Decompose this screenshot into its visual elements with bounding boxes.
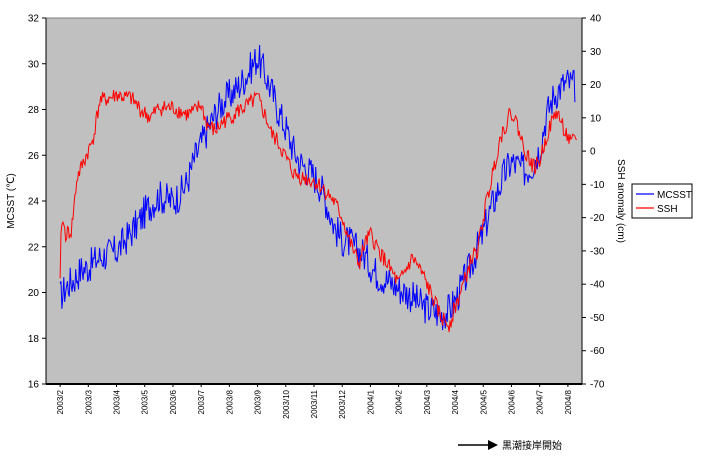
x-tick-label: 2003/12 — [338, 389, 347, 418]
left-tick-label: 16 — [28, 380, 40, 391]
left-tick-label: 22 — [28, 242, 40, 253]
x-tick-label: 2003/2 — [56, 389, 65, 414]
ssh-series — [59, 89, 577, 333]
right-tick-label: -50 — [590, 313, 605, 324]
x-tick-label: 2004/7 — [536, 389, 545, 414]
x-tick-label: 2004/2 — [395, 389, 404, 414]
left-tick-label: 18 — [28, 334, 40, 345]
left-tick-label: 28 — [28, 105, 40, 116]
x-tick-label: 2003/7 — [197, 389, 206, 414]
right-axis-ticks: -70 -60 -50 -40 -30 -20 -10 0 10 20 30 40 — [582, 14, 605, 391]
legend-box — [631, 183, 693, 219]
mcsst-line — [59, 44, 576, 331]
left-tick-label: 20 — [28, 288, 40, 299]
x-tick-label: 2004/3 — [423, 389, 432, 414]
ssh-line — [59, 89, 577, 333]
arrow-right-icon — [488, 440, 498, 450]
x-tick-label: 2004/6 — [507, 389, 516, 414]
x-tick-label: 2003/9 — [254, 389, 263, 414]
kuroshio-annotation: 黒潮接岸開始 — [458, 439, 562, 452]
right-tick-label: -60 — [590, 346, 605, 357]
right-tick-label: 30 — [590, 47, 602, 58]
x-tick-label: 2003/6 — [169, 389, 178, 414]
left-axis-ticks: 16 18 20 22 24 26 28 30 32 — [28, 14, 46, 391]
right-tick-label: 10 — [590, 113, 602, 124]
x-axis-ticks: 2003/2 2003/3 2003/4 2003/5 2003/6 2003/7 2003… — [56, 384, 573, 419]
right-axis-title: SSH anomaly (cm) — [615, 159, 626, 243]
right-tick-label: 20 — [590, 80, 602, 91]
legend-ssh-label: SSH — [657, 204, 678, 215]
x-tick-label: 2003/8 — [225, 389, 234, 414]
legend-mcsst-label: MCSST — [657, 190, 692, 201]
left-tick-label: 24 — [28, 197, 40, 208]
right-tick-label: -10 — [590, 180, 605, 191]
right-tick-label: 0 — [590, 147, 596, 158]
right-tick-label: 40 — [590, 14, 602, 25]
x-tick-label: 2004/4 — [451, 389, 460, 414]
legend: MCSST SSH — [631, 183, 693, 219]
annotation-text: 黒潮接岸開始 — [502, 439, 562, 452]
x-tick-label: 2003/4 — [113, 389, 122, 414]
mcsst-series — [59, 44, 576, 331]
x-tick-label: 2004/1 — [366, 389, 375, 414]
x-tick-label: 2003/5 — [141, 389, 150, 414]
right-tick-label: -40 — [590, 280, 605, 291]
right-tick-label: -30 — [590, 246, 605, 257]
x-tick-label: 2004/5 — [479, 389, 488, 414]
left-tick-label: 30 — [28, 59, 40, 70]
x-tick-label: 2003/3 — [84, 389, 93, 414]
left-tick-label: 32 — [28, 14, 40, 25]
right-tick-label: -20 — [590, 213, 605, 224]
x-tick-label: 2003/11 — [310, 389, 319, 418]
x-tick-label: 2003/10 — [282, 389, 291, 418]
left-axis-title: MCSST (℃) — [6, 173, 17, 229]
plot-area — [45, 17, 583, 385]
left-tick-label: 26 — [28, 151, 40, 162]
right-tick-label: -70 — [590, 380, 605, 391]
x-tick-label: 2004/8 — [564, 389, 573, 414]
